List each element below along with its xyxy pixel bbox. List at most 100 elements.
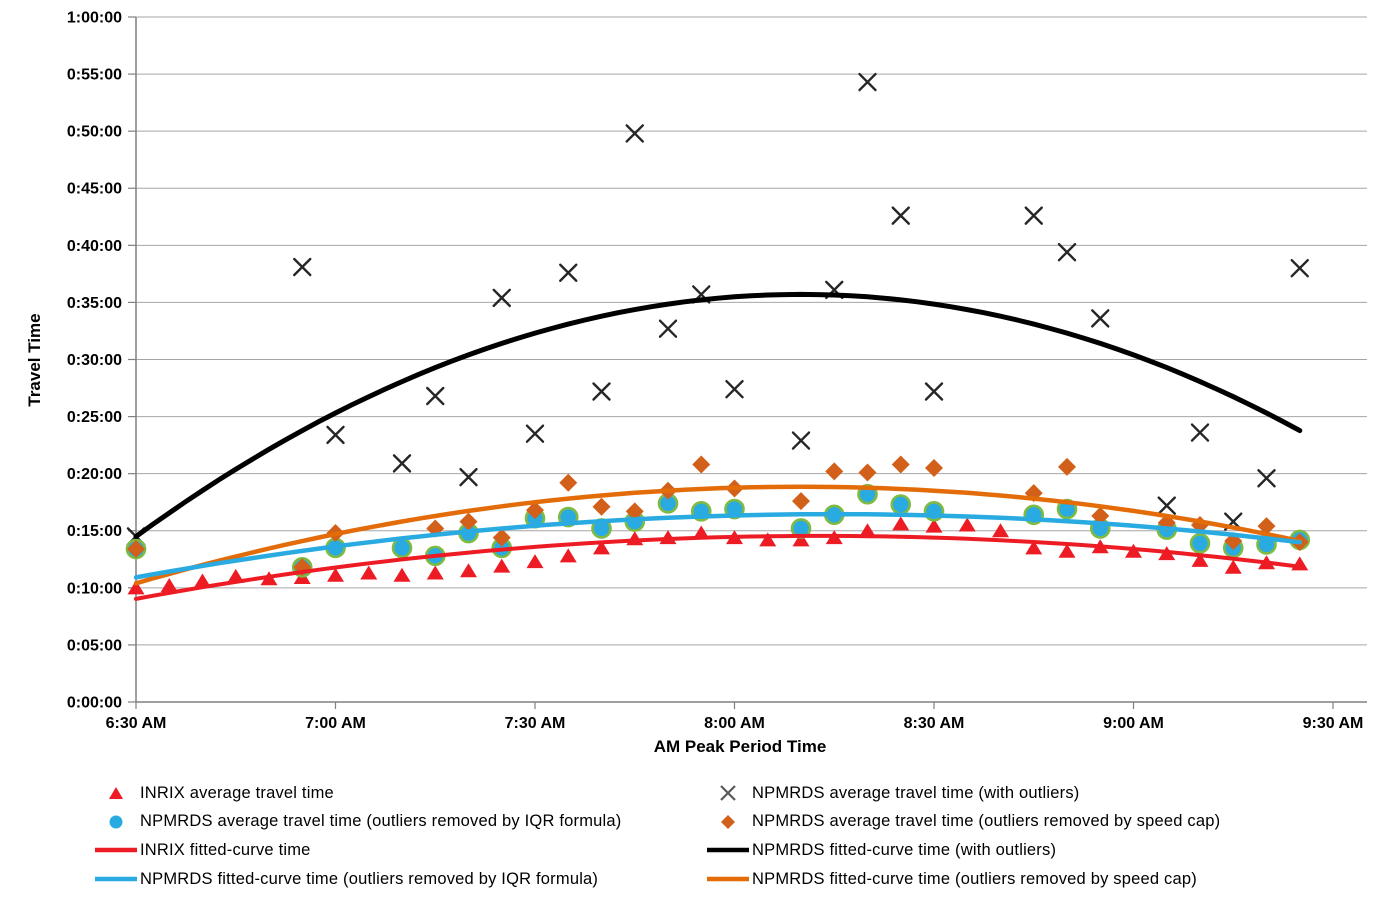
- point-x: [658, 319, 678, 338]
- axis-tick-labels: 0:00:00 0:05:00 0:10:00 0:15:00 0:20:00 0:25:…: [67, 9, 1364, 732]
- legend-circle: [109, 815, 123, 829]
- point-diamond: [459, 512, 478, 531]
- legend-marker: [92, 839, 140, 861]
- legend-label: NPMRDS fitted-curve time (outliers remov…: [752, 869, 1197, 888]
- x-tick-label: 6:30 AM: [106, 715, 167, 732]
- scatter-series: [125, 72, 1311, 595]
- fitted-curve: [133, 291, 1303, 539]
- x-tick-label: 9:00 AM: [1103, 715, 1164, 732]
- point-x: [1024, 206, 1043, 225]
- point-diamond: [925, 458, 943, 477]
- legend-marker: [704, 811, 752, 833]
- legend-item: NPMRDS average travel time (outliers rem…: [92, 808, 704, 836]
- legend-marker-line: [95, 848, 137, 853]
- legend-item: NPMRDS fitted-curve time (outliers remov…: [704, 865, 1382, 893]
- y-tick-label: 0:00:00: [67, 695, 122, 712]
- point-diamond: [825, 462, 844, 481]
- legend-label: INRIX fitted-curve time: [140, 840, 311, 859]
- point-x: [293, 257, 312, 277]
- legend-label: NPMRDS average travel time (with outlier…: [752, 783, 1080, 802]
- point-triangle: [327, 567, 344, 582]
- legend-marker: [92, 782, 140, 804]
- point-x: [326, 425, 345, 445]
- legend-item: NPMRDS fitted-curve time (with outliers): [704, 836, 1382, 864]
- series-triangle: [127, 516, 1309, 595]
- point-triangle: [127, 580, 145, 595]
- y-tick-label: 0:10:00: [67, 580, 122, 597]
- legend-x: [720, 785, 736, 802]
- plot-svg: 0:00:00 0:05:00 0:10:00 0:15:00 0:20:00 0:25:…: [25, 9, 1367, 756]
- x-axis-title: AM Peak Period Time: [654, 737, 827, 756]
- travel-time-chart: 0:00:00 0:05:00 0:10:00 0:15:00 0:20:00 0:25:…: [25, 9, 1367, 756]
- gridlines: [136, 16, 1367, 703]
- y-tick-label: 0:35:00: [67, 295, 122, 312]
- point-triangle: [160, 578, 178, 593]
- point-triangle: [393, 567, 411, 582]
- point-diamond: [692, 455, 711, 474]
- y-tick-label: 0:50:00: [67, 124, 122, 141]
- legend-item: INRIX average travel time: [92, 779, 704, 807]
- legend-marker-x: [720, 785, 736, 802]
- legend-marker-diamond: [721, 814, 735, 829]
- legend-triangle: [109, 787, 123, 800]
- x-tick-label: 7:00 AM: [305, 715, 366, 732]
- point-triangle: [1025, 540, 1043, 555]
- y-tick-label: 0:45:00: [67, 181, 122, 198]
- point-x: [791, 431, 811, 450]
- point-diamond: [127, 540, 145, 559]
- point-x: [1257, 469, 1276, 488]
- x-tick-label: 8:30 AM: [904, 715, 965, 732]
- fitted-curve: [133, 484, 1303, 586]
- legend-marker: [704, 782, 752, 804]
- fitted-curve: [133, 511, 1303, 580]
- point-x: [858, 72, 877, 92]
- point-x: [1190, 423, 1210, 442]
- point-triangle: [526, 554, 544, 569]
- point-x: [392, 454, 412, 473]
- point-x: [625, 124, 644, 143]
- legend-label: NPMRDS average travel time (outliers rem…: [140, 812, 622, 831]
- fitted-curve: [134, 533, 1302, 601]
- point-triangle: [958, 517, 976, 532]
- y-tick-label: 0:40:00: [67, 238, 122, 255]
- point-triangle: [493, 558, 511, 573]
- point-x: [592, 382, 611, 401]
- point-x: [1091, 309, 1110, 328]
- y-tick-label: 0:55:00: [67, 67, 122, 84]
- point-triangle: [992, 523, 1009, 538]
- point-triangle: [892, 516, 910, 531]
- point-circle: [890, 494, 912, 515]
- legend-label: NPMRDS fitted-curve time (with outliers): [752, 840, 1057, 859]
- point-x: [1057, 242, 1077, 262]
- point-triangle: [1058, 543, 1076, 558]
- legend-marker-line: [95, 876, 137, 882]
- point-triangle: [1224, 559, 1242, 574]
- legend-label: INRIX average travel time: [140, 783, 334, 802]
- point-x: [725, 379, 744, 399]
- point-triangle: [1191, 552, 1209, 567]
- point-x: [459, 467, 478, 487]
- y-tick-label: 0:30:00: [67, 352, 122, 369]
- point-diamond: [526, 501, 544, 520]
- point-triangle: [426, 565, 444, 580]
- point-diamond: [858, 463, 877, 482]
- point-triangle: [593, 540, 610, 555]
- point-x: [525, 424, 545, 443]
- legend-diamond: [721, 814, 735, 829]
- point-circle: [391, 537, 413, 559]
- point-triangle: [925, 518, 943, 533]
- y-axis-title: Travel Time: [25, 313, 44, 406]
- x-tick-label: 8:00 AM: [704, 715, 765, 732]
- point-triangle: [360, 565, 378, 580]
- legend-marker-line: [707, 848, 749, 853]
- fitted-curves: [133, 291, 1303, 601]
- point-x: [559, 263, 578, 282]
- point-triangle: [460, 563, 477, 578]
- legend-marker-circle: [109, 815, 123, 829]
- point-triangle: [792, 532, 810, 547]
- point-circle: [1189, 533, 1211, 554]
- y-tick-label: 0:15:00: [67, 523, 122, 540]
- point-triangle: [559, 548, 577, 563]
- legend-item: NPMRDS fitted-curve time (outliers remov…: [92, 865, 704, 893]
- legend-marker: [92, 868, 140, 890]
